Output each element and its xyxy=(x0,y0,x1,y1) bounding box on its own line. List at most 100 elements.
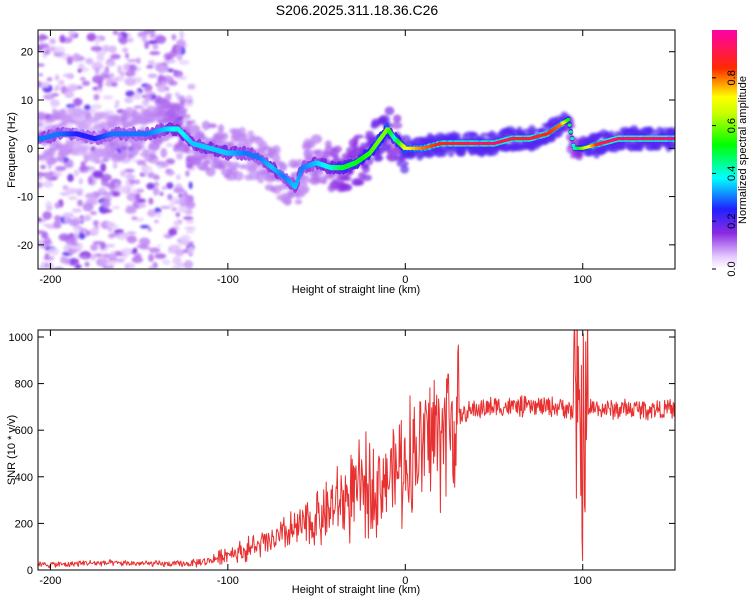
noise-blob xyxy=(93,93,100,101)
spectrogram-ytick-label: -10 xyxy=(17,192,33,204)
noise-blob xyxy=(114,99,120,106)
ridge-halo xyxy=(134,144,146,150)
noise-blob xyxy=(161,259,171,265)
noise-blob xyxy=(173,70,184,78)
snr-ytick-label: 400 xyxy=(15,472,33,484)
noise-blob xyxy=(85,57,94,65)
noise-blob xyxy=(134,91,141,99)
ridge-halo xyxy=(304,141,316,149)
noise-blob xyxy=(67,159,74,169)
noise-blob xyxy=(75,264,82,269)
ridge-halo xyxy=(205,166,216,177)
noise-blob xyxy=(114,105,119,109)
spectrogram-ytick-label: 20 xyxy=(21,47,33,59)
noise-blob xyxy=(38,43,50,49)
noise-blob xyxy=(165,169,175,176)
noise-blob xyxy=(160,205,171,210)
ridge-halo xyxy=(362,174,372,182)
noise-blob xyxy=(62,184,69,191)
noise-blob xyxy=(171,207,178,212)
ridge-halo xyxy=(49,155,56,162)
noise-blob xyxy=(78,177,84,185)
noise-blob xyxy=(144,93,150,102)
noise-blob xyxy=(180,234,191,242)
ridge-halo xyxy=(221,132,229,140)
ridge-halo xyxy=(390,121,403,130)
noise-blob xyxy=(164,59,174,64)
noise-blob xyxy=(125,90,135,98)
noise-blob xyxy=(111,205,121,210)
ridge-halo xyxy=(353,178,365,186)
noise-blob xyxy=(45,205,53,211)
noise-blob xyxy=(91,253,96,261)
noise-blob xyxy=(82,202,94,212)
snr-border xyxy=(37,329,676,571)
noise-blob xyxy=(47,247,60,256)
ridge-halo xyxy=(354,134,364,139)
noise-blob xyxy=(71,208,82,213)
noise-blob xyxy=(124,168,135,173)
ridge-halo xyxy=(396,160,409,168)
noise-blob xyxy=(186,200,196,209)
colorbar-gradient xyxy=(712,30,737,269)
noise-blob xyxy=(94,39,100,46)
noise-blob xyxy=(101,186,106,192)
noise-blob xyxy=(78,191,83,197)
noise-blob xyxy=(166,93,172,97)
noise-blob xyxy=(59,191,70,196)
ridge-halo xyxy=(213,132,225,141)
noise-blob xyxy=(137,202,147,209)
spectrogram-xtick-label: 100 xyxy=(574,274,592,286)
noise-blob xyxy=(94,160,103,164)
noise-blob xyxy=(98,258,109,265)
spectrogram-xtick-label: -200 xyxy=(39,274,61,286)
noise-blob xyxy=(51,171,63,177)
noise-blob xyxy=(154,253,167,259)
ridge-halo xyxy=(38,111,46,121)
noise-blob xyxy=(148,265,157,269)
noise-blob xyxy=(157,85,166,93)
noise-blob xyxy=(173,220,181,226)
noise-blob xyxy=(120,70,125,77)
ridge-halo xyxy=(117,144,124,150)
noise-blob xyxy=(185,229,195,234)
noise-blob xyxy=(172,256,182,265)
noise-blob xyxy=(78,166,87,171)
noise-blob xyxy=(49,38,56,45)
noise-blob xyxy=(108,233,115,239)
noise-blob xyxy=(38,80,42,89)
noise-blob xyxy=(171,33,177,41)
ridge-halo xyxy=(61,148,71,156)
noise-blob xyxy=(42,211,52,220)
ridge-halo xyxy=(170,113,179,120)
noise-blob xyxy=(175,45,183,54)
noise-blob xyxy=(126,231,137,235)
noise-blob xyxy=(73,226,80,235)
noise-blob xyxy=(178,204,189,213)
noise-blob xyxy=(80,161,87,168)
noise-blob xyxy=(78,232,86,240)
noise-blob xyxy=(38,73,44,77)
noise-blob xyxy=(153,174,161,181)
noise-blob xyxy=(105,221,116,227)
ridge-band xyxy=(38,116,675,193)
colorbar-tick-label: 0.4 xyxy=(726,166,738,181)
noise-blob xyxy=(68,30,75,35)
noise-blob xyxy=(174,200,185,205)
noise-blob xyxy=(106,253,118,261)
noise-blob xyxy=(124,183,135,188)
ridge-halo xyxy=(219,159,232,167)
noise-blob xyxy=(175,212,181,218)
noise-blob xyxy=(103,195,112,200)
snr-ytick-label: 0 xyxy=(27,565,33,577)
ridge-halo xyxy=(453,132,461,139)
noise-blob xyxy=(159,162,168,168)
noise-blob xyxy=(124,262,136,269)
ridge-halo xyxy=(400,165,409,174)
snr-ytick-label: 600 xyxy=(15,425,33,437)
noise-blob xyxy=(136,160,147,166)
noise-blob xyxy=(67,247,73,255)
noise-blob xyxy=(148,197,154,205)
noise-blob xyxy=(54,165,67,172)
noise-blob xyxy=(122,47,129,53)
